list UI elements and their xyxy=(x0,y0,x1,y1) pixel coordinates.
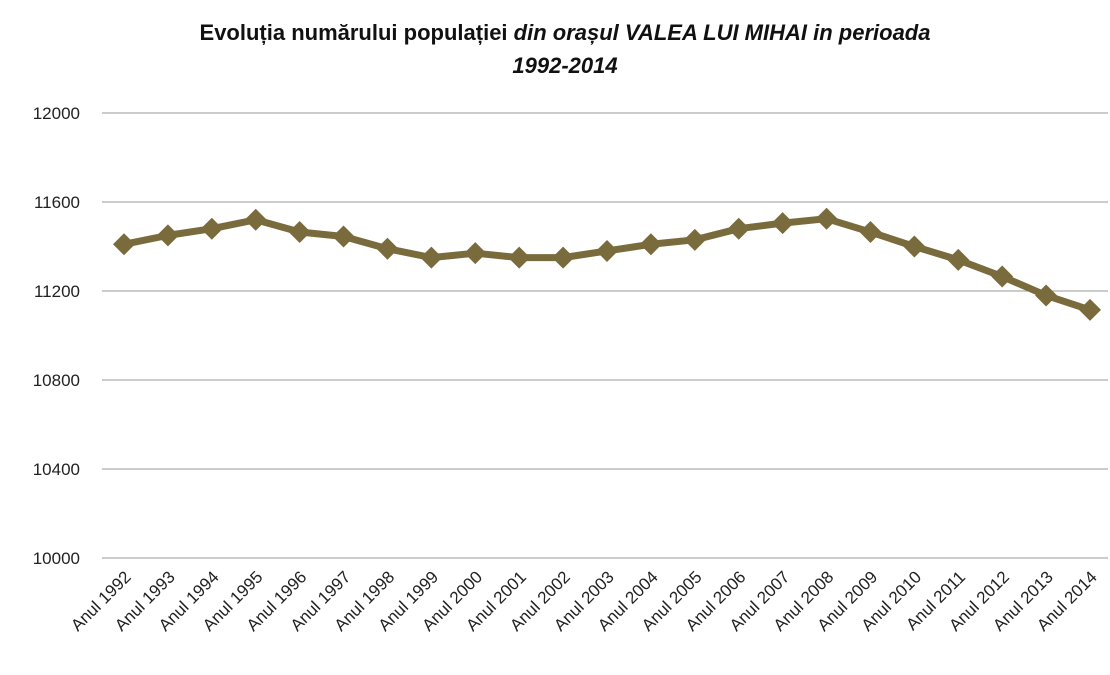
marker xyxy=(991,265,1014,288)
title-part: din orașul VALEA LUI MIHAI in perioada xyxy=(514,20,931,45)
marker xyxy=(332,225,355,248)
marker xyxy=(771,212,794,235)
marker xyxy=(1035,284,1058,307)
marker xyxy=(596,239,618,262)
y-tick-label: 11200 xyxy=(34,282,80,301)
marker xyxy=(420,246,443,269)
marker xyxy=(113,233,135,256)
marker xyxy=(156,224,179,247)
marker xyxy=(639,233,662,256)
marker xyxy=(244,208,267,231)
marker xyxy=(727,217,750,240)
marker xyxy=(1079,298,1101,321)
line xyxy=(123,215,1092,314)
marker xyxy=(464,242,487,265)
y-tick-label: 11600 xyxy=(34,193,80,212)
marker xyxy=(376,237,399,260)
marker xyxy=(552,246,575,269)
y-tick-label: 10000 xyxy=(33,549,80,568)
marker xyxy=(859,221,882,244)
marker xyxy=(947,248,970,271)
y-tick-label: 10800 xyxy=(33,371,80,390)
y-tick-label: 12000 xyxy=(33,104,80,123)
marker xyxy=(200,217,223,240)
marker xyxy=(508,246,531,269)
marker xyxy=(683,228,706,251)
marker xyxy=(288,221,311,244)
y-tick-label: 10400 xyxy=(33,460,80,479)
marker xyxy=(815,207,838,230)
title-part: Evoluția numărului populației xyxy=(200,20,508,45)
chart-title: Evoluția numărului populației din orașul… xyxy=(200,20,931,45)
chart-title: 1992-2014 xyxy=(512,53,617,78)
marker xyxy=(903,235,926,258)
